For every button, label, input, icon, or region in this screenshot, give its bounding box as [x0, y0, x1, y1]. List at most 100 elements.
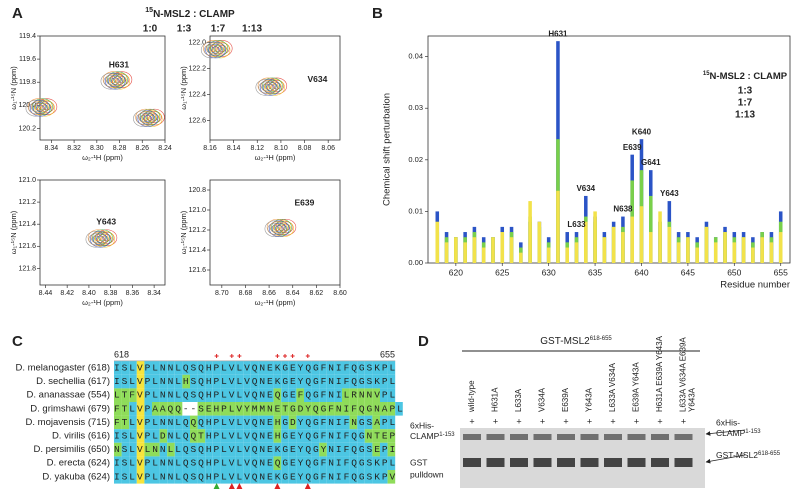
star — [214, 354, 219, 358]
residue-bg — [311, 442, 320, 457]
bar — [537, 221, 542, 263]
residue-bg — [258, 415, 266, 430]
residue-bg — [266, 429, 274, 443]
contour — [265, 80, 280, 92]
contour — [276, 222, 292, 235]
contour — [210, 42, 226, 55]
residue-bg — [296, 388, 304, 402]
x-tick-label: 8.36 — [126, 290, 140, 297]
bar — [435, 221, 440, 263]
residue-bg — [114, 402, 122, 416]
residue-bg — [372, 470, 380, 484]
contour — [200, 41, 222, 59]
contour — [90, 230, 111, 248]
residue-bg — [288, 442, 297, 457]
bar — [751, 247, 755, 263]
residue-bg — [273, 456, 282, 470]
y-tick-label: 0.01 — [408, 206, 423, 215]
annotation: K640 — [632, 127, 652, 136]
lane-label: E639A — [561, 387, 570, 412]
residue-bg — [281, 429, 289, 443]
contour — [100, 72, 122, 90]
bar — [713, 242, 718, 263]
contour — [206, 42, 221, 55]
residue-bg — [258, 361, 266, 375]
residue-bg — [174, 442, 183, 457]
star — [283, 354, 287, 358]
contour — [102, 71, 124, 88]
legend-entry: 1:7 — [738, 98, 753, 109]
residue-bg — [380, 361, 388, 375]
residue-bg — [296, 374, 304, 389]
residue-bg — [205, 456, 213, 470]
star — [305, 354, 310, 358]
title: N-MSL2 : CLAMP — [153, 9, 235, 20]
residue-bg — [311, 456, 320, 470]
panel-label: C — [12, 333, 23, 350]
contour — [136, 112, 151, 125]
band-clamp — [580, 434, 599, 440]
residue-bg — [182, 456, 190, 470]
species-name: D. erecta (624) — [47, 458, 110, 469]
residue-bg — [129, 374, 137, 389]
residue-bg — [114, 442, 122, 457]
residue-bg — [288, 456, 297, 470]
row-label: GST-MSL2618-655 — [716, 450, 781, 460]
y-axis-label: ω₁-¹⁵N (ppm) — [179, 66, 188, 110]
residue-bg — [243, 456, 251, 470]
contour — [35, 104, 45, 112]
contour — [32, 102, 48, 115]
sequence: FTLVPLNNLQQQHPLVLVQNEHGDYQGFNIFNGSAPL — [114, 417, 395, 428]
band-clamp — [533, 434, 552, 440]
lane-label: E639A Y643A — [632, 362, 641, 412]
residue-bg — [190, 361, 198, 375]
residue-bg — [349, 402, 358, 416]
residue-bg — [357, 415, 365, 430]
bar — [574, 242, 579, 263]
x-tick-label: 8.28 — [113, 145, 127, 152]
x-tick-label: 8.62 — [310, 290, 324, 297]
residue-bg — [144, 415, 152, 430]
bar — [630, 216, 634, 263]
contour — [87, 229, 109, 247]
residue-bg — [144, 374, 152, 389]
bar — [584, 221, 588, 263]
band-gst — [627, 458, 646, 467]
residue-bg — [182, 361, 190, 375]
band-gst — [510, 458, 528, 467]
bar — [602, 237, 607, 263]
contour — [258, 81, 274, 94]
plus-sign: + — [563, 416, 568, 426]
residue-bg — [380, 402, 388, 416]
residue-bg — [372, 361, 380, 375]
y-tick-label: 120.2 — [18, 125, 36, 132]
star — [275, 354, 280, 358]
residue-bg — [311, 415, 320, 430]
contour — [105, 73, 121, 86]
residue-bg — [144, 361, 152, 375]
bar — [491, 237, 495, 263]
residue-bg — [136, 415, 145, 430]
bar — [565, 247, 569, 263]
residue-bg — [212, 374, 221, 389]
residue-bg — [190, 429, 198, 443]
x-tick-label: 8.32 — [67, 145, 81, 152]
y-tick-label: 0.03 — [408, 103, 423, 112]
residue-bg — [121, 456, 130, 470]
bar — [649, 232, 653, 263]
residue-bg — [243, 429, 251, 443]
residue-bg — [387, 361, 396, 375]
residue-bg — [159, 361, 168, 375]
residue-bg — [228, 388, 236, 402]
y-tick-label: 121.4 — [188, 247, 206, 254]
contour — [142, 111, 158, 124]
residue-bg — [372, 429, 380, 443]
band-clamp — [486, 434, 505, 440]
contour — [108, 76, 118, 84]
x-tick-label: 650 — [727, 267, 741, 277]
contour — [106, 77, 116, 85]
row-label: 6xHis- — [410, 420, 434, 430]
bar — [500, 232, 505, 263]
residue-bg — [174, 388, 183, 402]
residue-bg — [273, 429, 282, 443]
